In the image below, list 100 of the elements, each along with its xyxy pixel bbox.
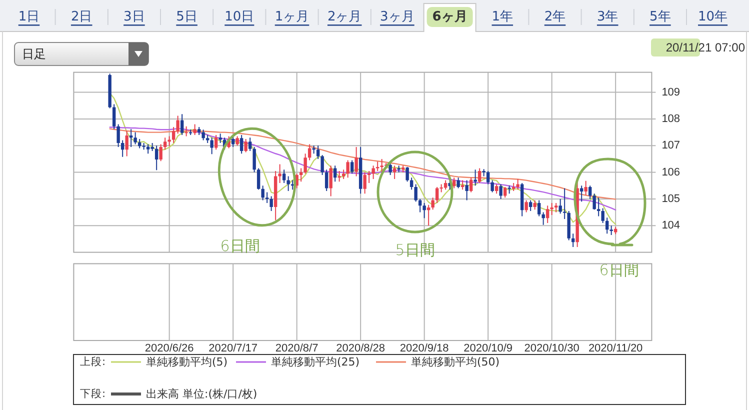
candlestick [499, 184, 502, 199]
candlestick [584, 180, 588, 195]
candlestick [172, 126, 176, 143]
candlestick [142, 142, 146, 150]
text: 3日 [124, 10, 145, 24]
legend-title: 下段: [80, 388, 106, 400]
text: 3年 [596, 10, 618, 24]
candlestick [562, 188, 566, 219]
text: 6ヶ月 [432, 10, 468, 24]
candlestick [542, 212, 545, 225]
candlestick [244, 138, 248, 152]
candlestick [312, 146, 316, 154]
category-label: 2020/6/26 [144, 342, 194, 354]
category-label: 2020/8/28 [336, 342, 386, 354]
candlestick [299, 168, 303, 182]
candlestick [193, 124, 196, 135]
candlestick [406, 166, 409, 182]
candlestick [159, 144, 162, 162]
text: 2ヶ月 [327, 10, 362, 24]
candlestick [324, 170, 328, 191]
candlestick [138, 138, 142, 148]
text: 5日 [176, 10, 198, 24]
legend-label: 単純移動平均(25) [271, 356, 360, 368]
candlestick [333, 166, 337, 182]
candlestick [422, 202, 426, 218]
candlestick [176, 116, 180, 134]
text: 10年 [698, 10, 728, 24]
candlestick [256, 168, 260, 190]
category-label: 2020/11/20 [588, 342, 643, 354]
candlestick [184, 126, 188, 136]
candlestick [363, 172, 366, 194]
candlestick [108, 74, 112, 108]
candlestick [528, 200, 532, 211]
candlestick [120, 140, 124, 157]
candlestick [286, 176, 290, 191]
candlestick [338, 170, 341, 182]
text: 1ヶ月 [274, 10, 310, 24]
category-label: 2020/10/30 [524, 342, 580, 354]
text: 2日 [70, 10, 92, 24]
candlestick [116, 124, 120, 147]
candlestick [478, 168, 482, 183]
candlestick [125, 130, 128, 156]
category-label: 2020/7/17 [208, 342, 258, 354]
candlestick [452, 178, 456, 188]
candlestick [508, 186, 511, 194]
legend-label: 単純移動平均(50) [411, 356, 500, 368]
candlestick [320, 154, 324, 175]
candlestick [206, 134, 210, 143]
candlestick [218, 134, 222, 143]
candlestick [571, 234, 575, 247]
candlestick [440, 184, 443, 192]
candlestick [146, 144, 150, 154]
candlestick [550, 202, 554, 215]
candlestick [274, 170, 278, 220]
candlestick [236, 136, 239, 146]
candlestick [554, 202, 558, 212]
y-tick-label: 105 [662, 192, 680, 205]
candlestick [392, 166, 396, 179]
candlestick [426, 204, 430, 226]
candlestick [346, 160, 350, 178]
text: 20/11/21 07:00 [666, 40, 746, 54]
candlestick [278, 164, 282, 183]
candlestick [474, 170, 477, 186]
candlestick [354, 146, 358, 176]
candlestick [270, 196, 273, 211]
y-tick-label: 104 [662, 220, 680, 232]
category-label: 2020/8/7 [275, 342, 318, 354]
category-label: 2020/10/9 [464, 342, 513, 354]
candlestick [533, 200, 536, 210]
candlestick [180, 114, 184, 135]
candlestick [202, 130, 205, 140]
candlestick [546, 206, 550, 223]
legend-title: 上段: [80, 355, 106, 368]
candlestick [444, 180, 448, 190]
text: 日足 [22, 47, 46, 61]
candlestick [490, 180, 494, 192]
candlestick [168, 136, 171, 146]
candlestick [486, 170, 490, 184]
candlestick [469, 178, 473, 192]
y-tick-label: 106 [662, 166, 680, 178]
candlestick [265, 192, 269, 203]
candlestick [261, 186, 264, 200]
y-tick-label: 107 [662, 140, 680, 152]
candlestick [358, 146, 362, 194]
candlestick [567, 210, 570, 240]
candlestick [350, 160, 354, 174]
candlestick [188, 130, 192, 135]
candlestick [435, 186, 439, 203]
candlestick [112, 104, 116, 130]
candlestick [342, 170, 346, 179]
candlestick [516, 178, 520, 190]
legend-label: 出来高 単位:(株/口/枚) [146, 388, 258, 400]
candlestick [210, 138, 214, 154]
candlestick [240, 134, 244, 154]
candlestick [512, 182, 516, 191]
text: 1日 [18, 10, 40, 24]
text: 2年 [544, 10, 566, 24]
candlestick [252, 146, 256, 172]
candlestick [614, 226, 618, 234]
candlestick [372, 166, 375, 179]
